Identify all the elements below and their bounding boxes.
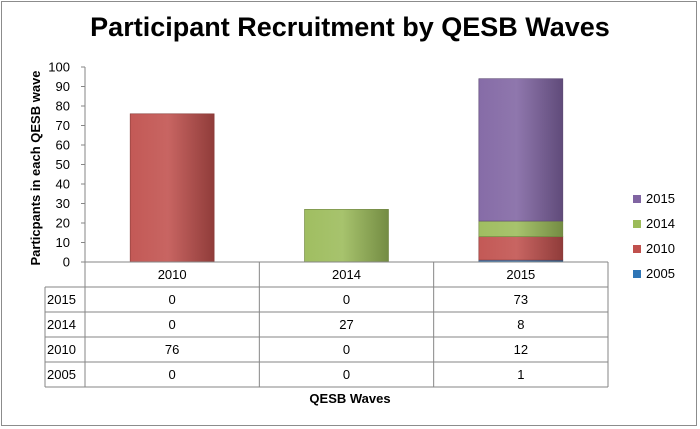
table-cell-value: 73 (514, 292, 528, 307)
bar-2015-series-2015 (478, 78, 564, 222)
y-tick-label: 60 (56, 138, 70, 153)
table-cell-value: 8 (517, 317, 524, 332)
y-tick-label: 20 (56, 216, 70, 231)
y-tick-label: 50 (56, 157, 70, 172)
y-tick-label: 80 (56, 99, 70, 114)
legend-label: 2005 (646, 266, 675, 281)
bar-2014-series-2014 (304, 209, 389, 263)
y-tick-label: 30 (56, 196, 70, 211)
legend-item: 2015 (633, 186, 695, 211)
y-tick-label: 90 (56, 79, 70, 94)
x-category-label: 2015 (506, 267, 535, 282)
x-axis-label: QESB Waves (309, 391, 391, 406)
legend-item: 2014 (633, 211, 695, 236)
table-cell-value: 0 (343, 342, 350, 357)
legend-swatch (633, 269, 641, 278)
legend-label: 2010 (646, 241, 675, 256)
table-row-label: 2014 (47, 317, 76, 332)
y-tick-label: 0 (63, 255, 70, 270)
y-tick-label: 70 (56, 118, 70, 133)
table-row-label: 2015 (47, 292, 76, 307)
legend-item: 2005 (633, 261, 695, 286)
table-cell-value: 0 (343, 367, 350, 382)
table-cell-value: 0 (343, 292, 350, 307)
legend-item: 2010 (633, 236, 695, 261)
chart-title: Participant Recruitment by QESB Waves (90, 12, 610, 42)
table-cell-value: 0 (169, 367, 176, 382)
legend-swatch (633, 219, 641, 228)
table-cell-value: 1 (517, 367, 524, 382)
table-row-label: 2010 (47, 342, 76, 357)
bar-2015-series-2010 (478, 236, 564, 261)
y-tick-label: 10 (56, 235, 70, 250)
bar-2010-series-2010 (129, 113, 215, 263)
y-tick-label: 100 (48, 60, 70, 75)
table-cell-value: 0 (169, 317, 176, 332)
x-category-label: 2014 (332, 267, 361, 282)
legend: 2015 2014 2010 2005 (633, 186, 695, 286)
table-cell-value: 27 (339, 317, 353, 332)
bar-2015-series-2014 (478, 220, 564, 237)
y-tick-label: 40 (56, 177, 70, 192)
table-row-label: 2005 (47, 367, 76, 382)
legend-label: 2015 (646, 191, 675, 206)
x-category-label: 2010 (158, 267, 187, 282)
table-cell-value: 0 (169, 292, 176, 307)
legend-swatch (633, 244, 641, 253)
legend-swatch (633, 194, 641, 203)
table-cell-value: 76 (165, 342, 179, 357)
table-cell-value: 12 (514, 342, 528, 357)
legend-label: 2014 (646, 216, 675, 231)
